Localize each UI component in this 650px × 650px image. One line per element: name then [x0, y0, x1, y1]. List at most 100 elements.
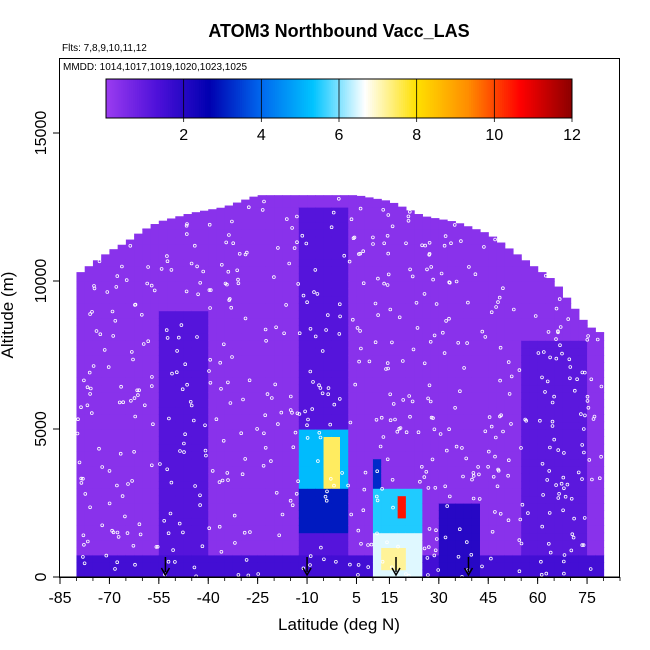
heatmap-cell [372, 244, 382, 252]
sample-point [407, 210, 412, 214]
heatmap-cell [496, 281, 506, 289]
heatmap-cell [183, 562, 193, 571]
heatmap-cell [381, 451, 391, 460]
heatmap-cell [356, 451, 366, 460]
sample-point [295, 411, 300, 416]
heatmap-cell [488, 281, 498, 289]
heatmap-cell [84, 540, 94, 548]
heatmap-cell [175, 443, 185, 452]
heatmap-cell [200, 288, 209, 297]
sample-point [117, 400, 122, 405]
heatmap-cell [224, 205, 234, 208]
heatmap-cell [348, 303, 358, 312]
heatmap-cell [323, 303, 333, 312]
heatmap-cell [84, 554, 94, 563]
heatmap-cell [290, 532, 300, 541]
heatmap-cell [471, 273, 481, 282]
sample-point [332, 402, 337, 407]
sample-point [356, 573, 360, 577]
heatmap-cell [142, 384, 152, 393]
heatmap-cell [331, 421, 341, 430]
heatmap-cell [340, 429, 349, 437]
sample-point [509, 374, 514, 379]
heatmap-cell [587, 429, 596, 437]
heatmap-cell [381, 258, 391, 267]
heatmap-cell [315, 569, 325, 578]
heatmap-cell [249, 406, 259, 415]
heatmap-cell [488, 562, 498, 571]
heatmap-cell [529, 480, 539, 489]
sample-point [461, 474, 465, 479]
heatmap-cell [570, 569, 580, 578]
heatmap-cell [142, 414, 152, 423]
sample-point [433, 485, 438, 490]
heatmap-cell [282, 384, 292, 393]
heatmap-cell [208, 236, 218, 245]
heatmap-cell [348, 207, 358, 215]
sample-point [540, 524, 544, 529]
heatmap-cell [537, 303, 547, 312]
sample-point [554, 483, 558, 487]
heatmap-cell [208, 214, 218, 223]
heatmap-cell [158, 540, 168, 548]
colorbar-segment [424, 79, 427, 118]
heatmap-cell [545, 310, 555, 319]
heatmap-cell [232, 229, 242, 238]
heatmap-cell [447, 488, 456, 497]
heatmap-cell [521, 362, 531, 371]
heatmap-cell [224, 429, 234, 437]
heatmap-cell [529, 355, 539, 363]
heatmap-cell [521, 310, 531, 319]
heatmap-cell [340, 562, 349, 571]
heatmap-cell [430, 355, 440, 363]
heatmap-cell [348, 251, 358, 260]
heatmap-cell [265, 273, 275, 282]
sample-point [568, 376, 572, 381]
heatmap-cell [356, 195, 366, 201]
heatmap-cell [422, 392, 432, 400]
heatmap-cell [307, 318, 316, 326]
heatmap-cell [307, 517, 316, 526]
heatmap-cell [570, 540, 580, 548]
heatmap-cell [150, 488, 160, 497]
heatmap-cell [208, 517, 218, 526]
heatmap-cell [101, 318, 111, 326]
heatmap-cell [241, 318, 251, 326]
heatmap-cell [290, 525, 300, 534]
heatmap-cell [150, 562, 160, 571]
heatmap-cell [265, 525, 275, 534]
heatmap-cell [158, 562, 168, 571]
heatmap-cell [595, 480, 605, 489]
colorbar-segment [323, 79, 326, 118]
heatmap-cell [529, 458, 539, 467]
heatmap-cell [216, 318, 226, 326]
heatmap-cell [496, 458, 506, 467]
heatmap-cell [274, 466, 283, 474]
heatmap-cell [257, 355, 267, 363]
heatmap-cell [257, 214, 267, 223]
colorbar-segment [106, 79, 109, 118]
heatmap-cell [455, 332, 465, 341]
heatmap-cell [554, 369, 563, 378]
heatmap-cell [323, 399, 333, 408]
heatmap-cell [430, 569, 440, 578]
heatmap-cell [488, 569, 498, 578]
heatmap-cell [554, 355, 563, 363]
sample-point [229, 305, 234, 310]
heatmap-cell [348, 281, 358, 289]
heatmap-cell [323, 525, 333, 534]
heatmap-cell [562, 325, 572, 334]
heatmap-cell [480, 554, 489, 563]
heatmap-cell [488, 510, 498, 519]
heatmap-cell [167, 473, 176, 482]
heatmap-cell [134, 273, 143, 282]
heatmap-cell [142, 399, 152, 408]
sample-point [496, 468, 501, 473]
heatmap-cell [372, 473, 382, 482]
heatmap-cell [257, 221, 267, 230]
heatmap-cell [298, 480, 308, 489]
heatmap-cell [529, 429, 539, 437]
colorbar-segment [156, 79, 159, 118]
heatmap-cell [282, 229, 292, 238]
heatmap-cell [249, 392, 259, 400]
